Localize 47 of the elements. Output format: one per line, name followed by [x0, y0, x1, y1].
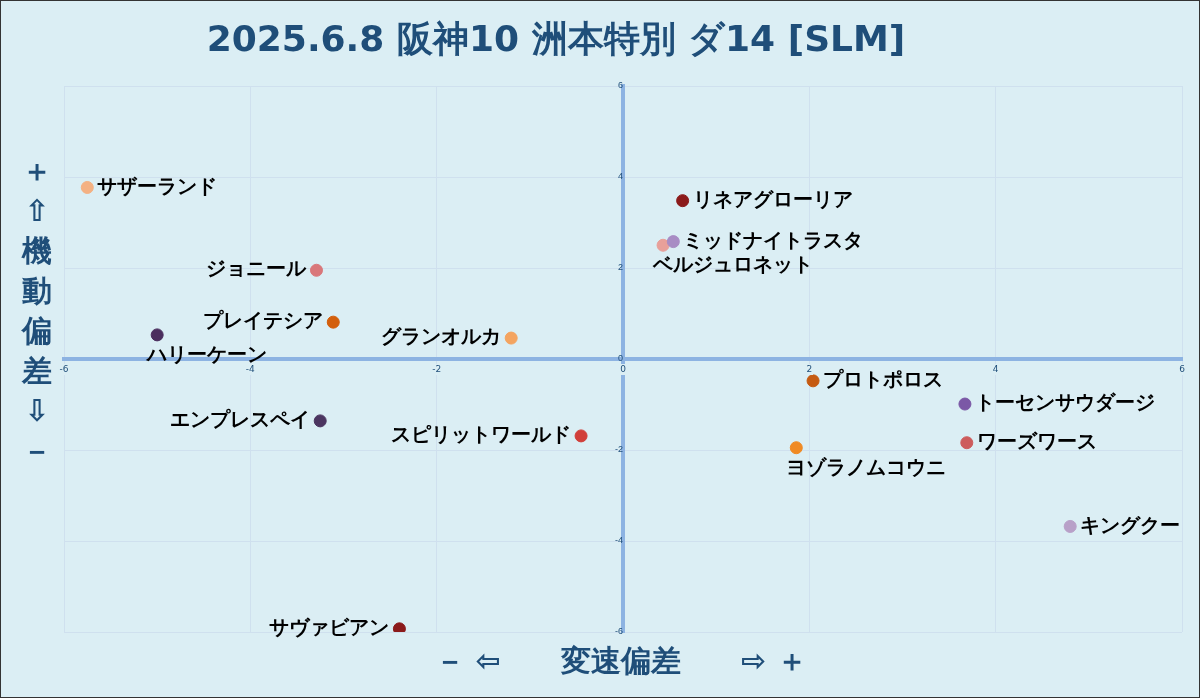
point: [313, 414, 327, 428]
series-label: プレイテシア: [203, 308, 324, 333]
x-axis-title: － ⇦ 変速偏差 ⇨ ＋: [434, 642, 808, 680]
point: [326, 315, 340, 329]
x-tick-label: 6: [1179, 363, 1186, 374]
series-label: サザーランド: [97, 173, 218, 198]
y-tick-label: 2: [617, 262, 623, 273]
series-label: サヴァビアン: [269, 615, 390, 640]
y-tick-label: 6: [617, 80, 623, 91]
y-tick-label: -2: [614, 444, 623, 455]
series-label: グランオルカ: [381, 324, 502, 349]
point: [666, 235, 680, 249]
x-tick-label: 4: [992, 363, 999, 374]
point: [958, 397, 972, 411]
series-label: エンプレスペイ: [170, 407, 311, 432]
x-tick-label: -4: [245, 363, 256, 374]
series-label: キングクー: [1080, 512, 1181, 537]
series-label: スピリットワールド: [391, 422, 572, 447]
series-label: リネアグローリア: [692, 186, 853, 211]
point: [960, 436, 974, 450]
point: [1063, 519, 1077, 533]
x-tick-label: -2: [432, 363, 442, 374]
point: [392, 622, 406, 632]
series-label: トーセンサウダージ: [974, 390, 1155, 415]
series-label: ワーズワース: [976, 428, 1097, 453]
point: [676, 194, 690, 208]
series-label: ジョニール: [206, 256, 308, 281]
chart-title: 2025.6.8 阪神10 洲本特別 ダ14 [SLM]: [205, 17, 907, 61]
point: [80, 180, 94, 194]
x-tick-label: -6: [59, 363, 69, 374]
y-tick-label: 4: [617, 171, 623, 182]
y-tick-label: -4: [614, 535, 623, 546]
point: [574, 429, 588, 443]
point: [504, 331, 518, 345]
series-label: プロトポロス: [823, 367, 944, 392]
series-label: ミッドナイトラスタ: [683, 227, 864, 252]
point: [309, 263, 323, 277]
series-label: ベルジュロネット: [652, 252, 814, 277]
y-tick-label: -6: [614, 626, 623, 637]
point: [150, 328, 164, 342]
x-tick-label: 2: [806, 363, 813, 374]
y-tick-label: 0: [617, 353, 623, 364]
point: [789, 441, 803, 455]
y-axis-title: ＋ ⇧ 機動偏差 ⇩ －: [21, 152, 53, 470]
series-label: ヨゾラノムコウニ: [786, 454, 947, 479]
point: [806, 374, 820, 388]
point: [656, 238, 670, 252]
